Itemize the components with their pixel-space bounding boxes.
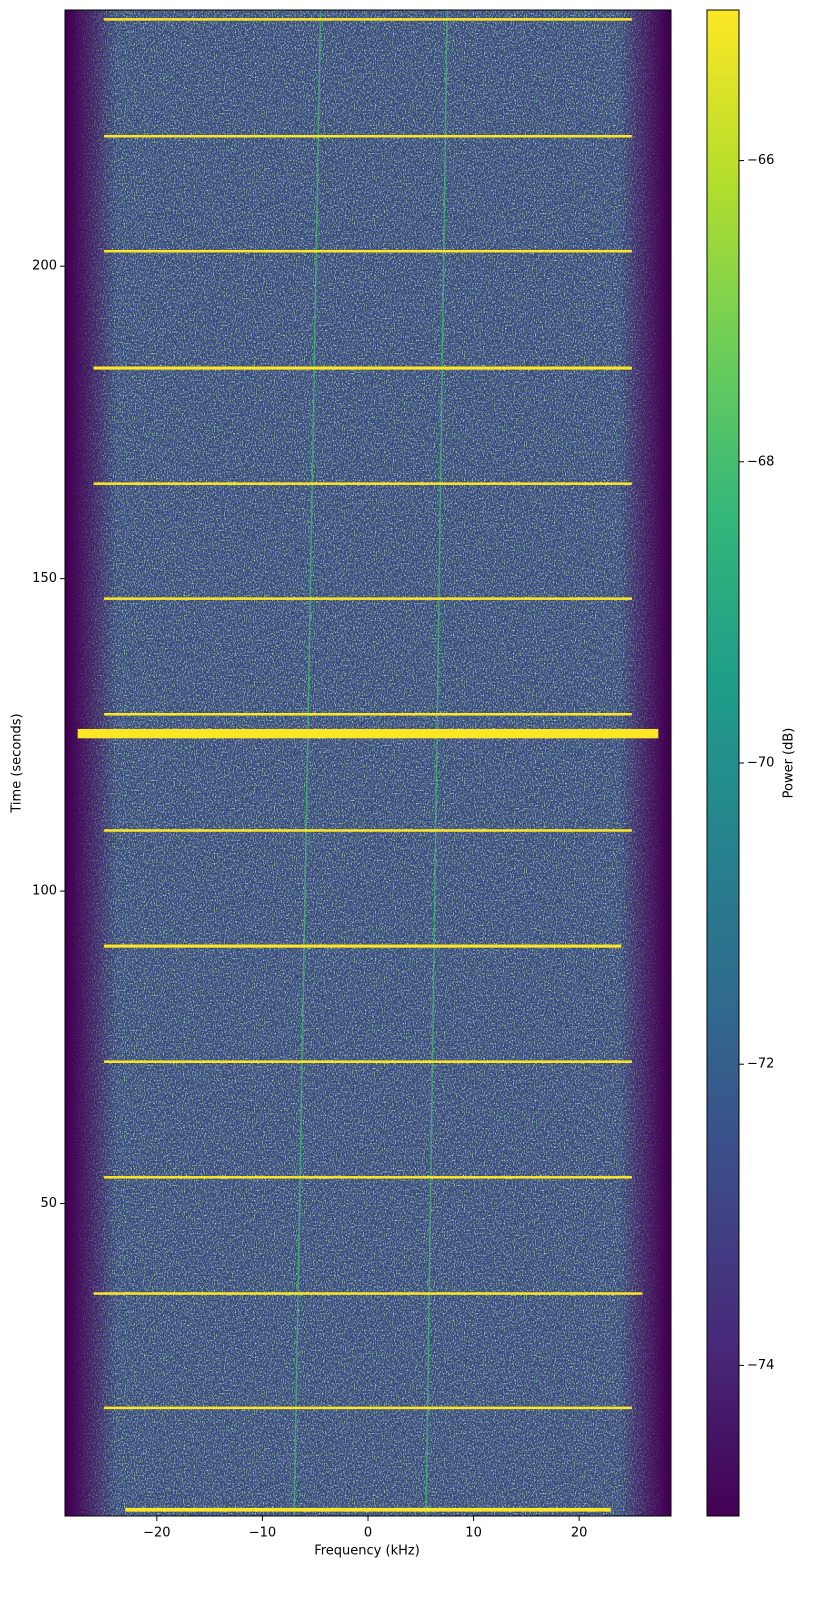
x-axis-label: Frequency (kHz) [314, 1544, 420, 1559]
burst [93, 482, 632, 485]
y-tick-label: 50 [40, 1196, 57, 1211]
burst [104, 944, 622, 948]
colorbar-tick-label: −66 [747, 153, 774, 168]
x-tick-label: 20 [571, 1526, 588, 1541]
burst [104, 1060, 632, 1063]
tone-line [293, 9, 322, 1517]
colorbar [706, 9, 740, 1517]
y-axis-label: Time (seconds) [10, 713, 25, 813]
y-tick-label: 200 [32, 259, 57, 274]
y-tick-label: 150 [32, 571, 57, 586]
burst [93, 366, 632, 370]
burst [104, 18, 632, 21]
burst [125, 1507, 611, 1512]
tone-line [425, 9, 448, 1517]
colorbar-tick-label: −68 [747, 454, 774, 469]
noise-band [69, 10, 667, 1516]
x-tick-label: −20 [143, 1526, 170, 1541]
colorbar-tick-label: −72 [747, 1057, 774, 1072]
burst [104, 597, 632, 600]
y-tick-label: 100 [32, 884, 57, 899]
colorbar-label: Power (dB) [782, 728, 797, 799]
x-tick-label: 0 [364, 1526, 372, 1541]
x-tick-label: −10 [249, 1526, 276, 1541]
burst [104, 713, 632, 716]
burst [104, 249, 632, 253]
burst [104, 1406, 632, 1410]
burst [104, 1176, 632, 1179]
x-tick-label: 10 [465, 1526, 482, 1541]
plot-area [65, 9, 671, 1517]
burst [93, 1292, 643, 1295]
burst [104, 829, 632, 832]
colorbar-tick-label: −74 [747, 1358, 774, 1373]
burst [77, 728, 659, 739]
colorbar-tick-label: −70 [747, 756, 774, 771]
burst [104, 134, 632, 138]
